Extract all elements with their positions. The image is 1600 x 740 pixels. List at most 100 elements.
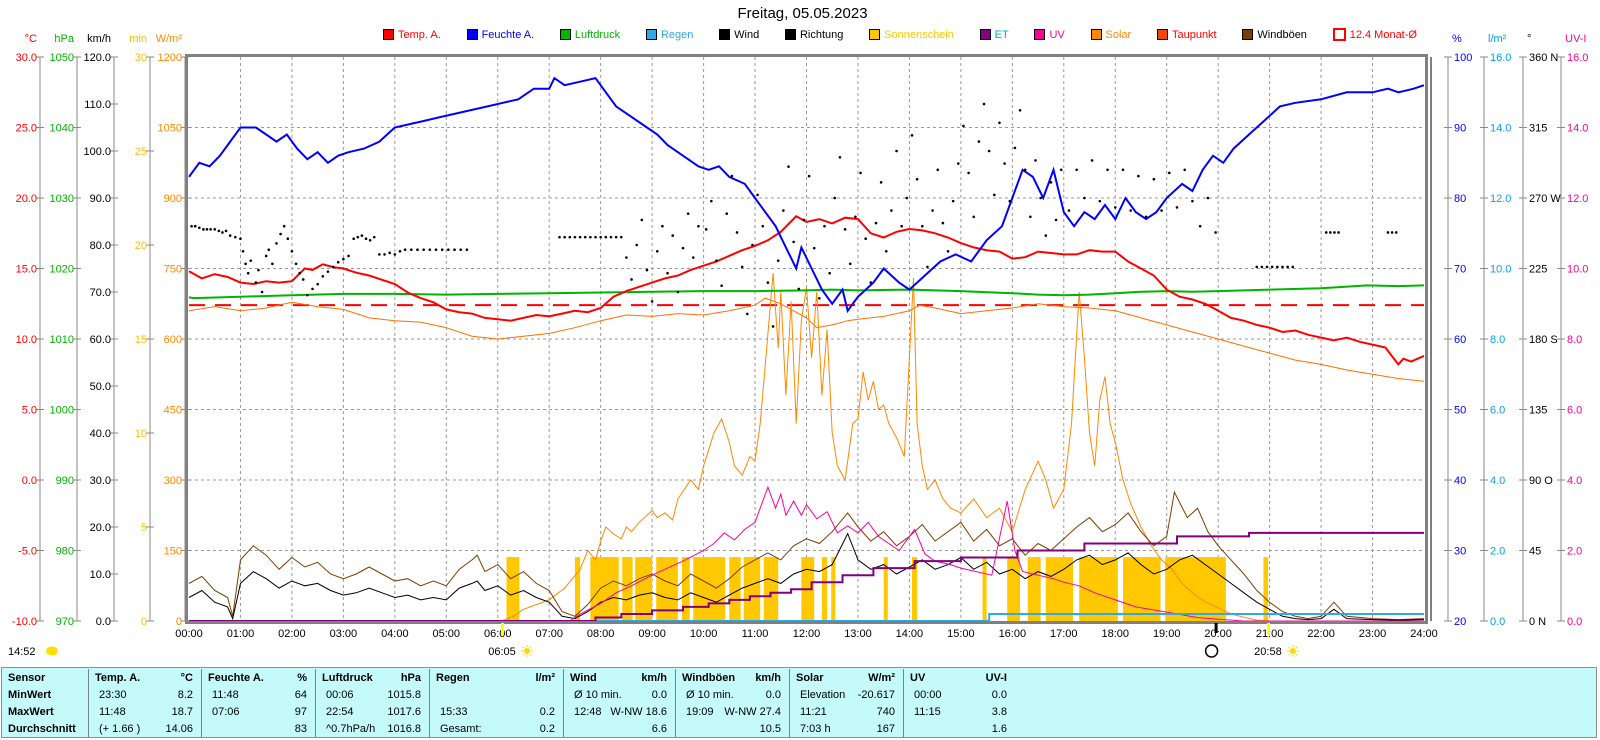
- legend-swatch: [1090, 29, 1102, 40]
- legend-swatch: [869, 29, 881, 40]
- moonset-time: 14:52: [8, 646, 36, 658]
- legend-item: Wind: [719, 29, 759, 41]
- series-richtung: [342, 257, 345, 261]
- series-richtung: [1191, 199, 1194, 203]
- table-cell-label: Elevation: [800, 688, 846, 701]
- series-richtung: [890, 209, 893, 212]
- series-richtung: [364, 237, 368, 241]
- table-cell-label: Gesamt:: [440, 722, 482, 735]
- x-tick-label: 07:00: [535, 628, 563, 640]
- series-sonnenschein: [656, 557, 678, 621]
- legend-label: Windböen: [1257, 28, 1307, 41]
- axis-tick-label-uvi: 10.0: [1567, 264, 1588, 276]
- series-sonnenschein: [743, 557, 761, 621]
- table-row-labels: Sensor MinWert MaxWert Durchschnitt: [2, 669, 88, 737]
- sun-ray: [1288, 653, 1291, 656]
- legend-item: Regen: [645, 29, 693, 41]
- series-richtung: [833, 196, 837, 200]
- axis-tick-label-pct: 70: [1454, 264, 1466, 276]
- x-tick-label: 00:00: [175, 628, 203, 640]
- table-column-unit: °C: [180, 671, 193, 684]
- weather-chart: 30.025.020.015.010.05.00.0-5.0-10.0°C105…: [8, 33, 1588, 658]
- series-sonnenschein: [1027, 557, 1041, 621]
- series-richtung: [573, 235, 577, 239]
- sunrise-time: 06:05: [488, 646, 516, 658]
- axis-tick-label-temp: -5.0: [18, 546, 37, 558]
- x-tick-label: 08:00: [587, 628, 615, 640]
- table-column-header: Luftdruck hPa: [316, 669, 429, 686]
- axis-tick-label-hpa: 1040: [50, 123, 74, 135]
- table-cell: Ø 10 min. 0.0: [676, 686, 789, 703]
- series-richtung: [1018, 108, 1022, 112]
- axis-tick-label-temp: 30.0: [16, 52, 37, 64]
- series-richtung: [1255, 265, 1259, 269]
- table-cell: 11:48 64: [202, 686, 315, 703]
- series-richtung: [1129, 209, 1132, 212]
- series-richtung: [583, 235, 587, 239]
- series-uv: [189, 485, 1424, 622]
- series-richtung: [1054, 218, 1058, 222]
- table-column-windb-en: Windböen km/h Ø 10 min. 0.0 19:09 W-NW 27.4 10…: [675, 669, 789, 737]
- series-richtung: [1198, 224, 1202, 228]
- table-cell-value: 6.6: [651, 722, 667, 735]
- series-richtung: [740, 265, 744, 269]
- series-richtung: [630, 278, 633, 281]
- series-richtung: [635, 243, 638, 247]
- series-richtung: [972, 215, 976, 219]
- series-richtung: [1175, 206, 1179, 209]
- legend-label: Feuchte A.: [481, 28, 535, 41]
- legend-swatch: [383, 29, 394, 40]
- sun-ray: [1288, 646, 1291, 649]
- series-richtung: [926, 265, 929, 269]
- axis-tick-label-wm2: 150: [164, 546, 182, 558]
- table-cell-value: 0.2: [539, 722, 555, 735]
- series-richtung: [905, 196, 909, 200]
- x-tick-label: 22:00: [1307, 628, 1335, 640]
- series-sonnenschein: [693, 557, 726, 621]
- axis-tick-label-temp: 10.0: [16, 334, 37, 346]
- series-richtung: [1090, 159, 1094, 162]
- series-richtung: [1106, 168, 1109, 172]
- table-cell: (+ 1.66 ) 14.06: [89, 720, 201, 737]
- axis-tick-label-pct: 20: [1454, 616, 1466, 628]
- sunset-tick: [1266, 623, 1270, 635]
- table-cell-label: 12:48: [574, 705, 602, 718]
- axis-tick-label-temp: 20.0: [16, 193, 37, 205]
- table-cell-value: 1.6: [991, 722, 1007, 735]
- series-richtung: [946, 249, 950, 253]
- axis-tick-label-kmh: 60.0: [90, 334, 111, 346]
- table-cell-label: 07:06: [212, 705, 240, 718]
- series-sonnenschein: [821, 557, 828, 621]
- series-richtung: [282, 224, 286, 228]
- series-richtung: [331, 265, 335, 269]
- series-richtung: [1337, 231, 1340, 234]
- axis-unit-pct: %: [1452, 33, 1462, 45]
- series-richtung: [279, 232, 282, 236]
- x-tick-label: 17:00: [1050, 628, 1078, 640]
- table-cell: 15:33 0.2: [430, 703, 563, 720]
- axis-tick-label-pct: 30: [1454, 546, 1466, 558]
- series-richtung: [686, 212, 690, 215]
- series-richtung: [1121, 168, 1125, 172]
- series-richtung: [249, 259, 253, 262]
- table-cell: Elevation -20.617: [790, 686, 903, 703]
- series-richtung: [787, 165, 790, 168]
- series-richtung: [286, 237, 290, 241]
- series-richtung: [239, 237, 242, 241]
- axis-tick-label-kmh: 0.0: [96, 616, 111, 628]
- series-richtung: [720, 284, 723, 288]
- legend-label: Taupunkt: [1171, 28, 1217, 41]
- table-column-header: UV UV-I: [904, 669, 1015, 686]
- series-richtung: [1291, 265, 1295, 269]
- axis-tick-label-lm2: 14.0: [1490, 123, 1511, 135]
- axis-tick-label-min: 20: [135, 240, 147, 252]
- series-richtung: [202, 228, 205, 231]
- table-cell: [430, 686, 563, 703]
- axis-tick-label-kmh: 110.0: [84, 99, 111, 111]
- series-richtung: [205, 228, 209, 231]
- table-cell-label: 11:48: [99, 705, 126, 718]
- table-cell-value: 3.8: [991, 705, 1007, 718]
- axis-tick-label-min: 30: [135, 52, 147, 64]
- series-richtung: [1059, 168, 1063, 172]
- series-richtung: [1144, 215, 1148, 219]
